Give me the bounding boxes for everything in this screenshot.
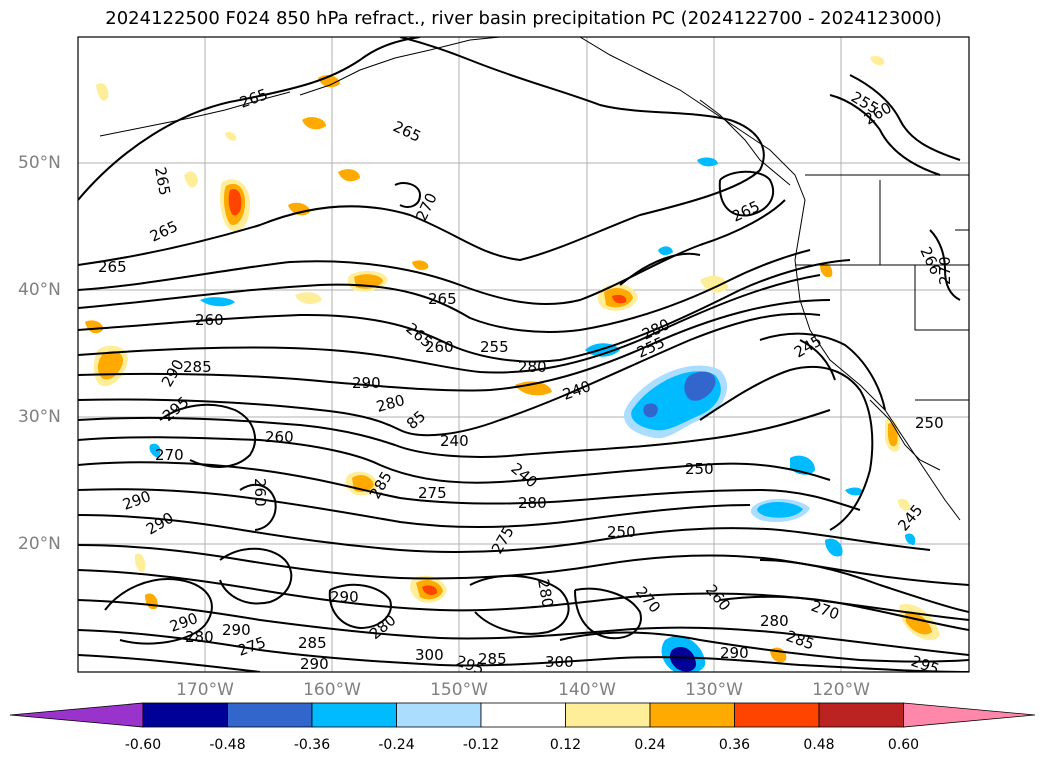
colorbar-swatch <box>818 702 904 728</box>
contour-label: 290 <box>352 374 381 392</box>
lat-label-40n: 40°N <box>18 280 61 300</box>
lon-label-140w: 140°W <box>558 680 616 700</box>
colorbar-tick-label: 0.24 <box>634 737 666 753</box>
contour-label: 265 <box>237 85 270 112</box>
colorbar-tick-label: 0.48 <box>803 737 835 753</box>
lon-label-150w: 150°W <box>430 680 488 700</box>
lat-label-20n: 20°N <box>18 534 61 554</box>
contour-label: 265 <box>729 197 763 225</box>
colorbar-tick-label: 0.36 <box>718 737 751 753</box>
lat-label-50n: 50°N <box>18 153 61 173</box>
refractivity-contours <box>78 37 969 672</box>
lon-label-160w: 160°W <box>303 680 361 700</box>
colorbar-swatch <box>649 702 735 728</box>
contour-label: 85 <box>403 407 429 433</box>
lon-label-120w: 120°W <box>812 680 870 700</box>
contour-label: 270 <box>155 446 184 464</box>
contour-label: 260 <box>251 478 269 507</box>
contour-label: 300 <box>415 646 444 664</box>
lon-label-130w: 130°W <box>685 680 743 700</box>
contour-label: 280 <box>366 611 400 643</box>
colorbar-swatch <box>734 702 820 728</box>
contour-label: 290 <box>120 487 153 514</box>
contour-label: 240 <box>507 459 541 491</box>
contour-label: 280 <box>534 578 557 609</box>
colorbar-tick-label: -0.36 <box>293 737 331 753</box>
contour-label: 260 <box>195 311 224 329</box>
contour-label: 265 <box>147 217 181 245</box>
colorbar-swatch <box>9 702 144 728</box>
colorbar-tick-label: -0.60 <box>124 737 162 753</box>
contour-label: 245 <box>894 501 926 535</box>
precip-shading <box>85 55 940 672</box>
contour-label: 265 <box>151 166 174 197</box>
coastlines <box>99 37 969 521</box>
colorbar <box>9 702 1036 728</box>
contour-label: 265 <box>98 258 127 276</box>
lat-label-30n: 30°N <box>18 407 61 427</box>
contour-label: 285 <box>298 634 327 652</box>
contour-label: 270 <box>936 256 954 285</box>
colorbar-swatch <box>396 702 482 728</box>
colorbar-swatch <box>565 702 651 728</box>
contour-label: 265 <box>428 290 457 308</box>
map-title: 2024122500 F024 850 hPa refract., river … <box>105 8 942 29</box>
contour-label: 240 <box>440 432 469 450</box>
colorbar-tick-label: -0.48 <box>209 737 246 753</box>
contour-label: 280 <box>374 391 406 416</box>
colorbar-tick-label: -0.24 <box>378 737 415 753</box>
contour-label: 285 <box>478 650 507 668</box>
contour-label: 250 <box>685 460 714 478</box>
colorbar-tick-label: -0.12 <box>462 737 500 753</box>
contour-label: 270 <box>809 597 842 624</box>
contour-label: 260 <box>425 338 454 356</box>
contour-label: 275 <box>418 484 447 502</box>
contour-label: 280 <box>760 612 789 630</box>
contour-label: 280 <box>185 628 214 646</box>
colorbar-tick-label: 0.60 <box>887 737 920 753</box>
lon-label-170w: 170°W <box>176 680 234 700</box>
contour-label: 300 <box>545 653 574 671</box>
contour-label: 290 <box>720 644 749 662</box>
contour-label: 290 <box>330 588 359 606</box>
contour-label: 290 <box>143 509 177 539</box>
colorbar-swatch <box>480 702 566 728</box>
colorbar-swatch <box>227 702 313 728</box>
colorbar-swatch <box>142 702 228 728</box>
contour-label: 250 <box>915 414 944 432</box>
colorbar-tick-label: 0.12 <box>549 737 582 753</box>
contour-label: 290 <box>300 655 329 673</box>
contour-label: 240 <box>560 377 593 404</box>
contour-label: 260 <box>265 428 294 446</box>
colorbar-swatch <box>311 702 397 728</box>
contour-label: 295 <box>159 393 193 425</box>
map-frame <box>77 36 970 673</box>
contour-label: 280 <box>518 494 547 512</box>
contour-label: 270 <box>632 583 664 617</box>
contour-label: 285 <box>183 358 212 376</box>
contour-label: 250 <box>607 523 636 541</box>
contour-label: 290 <box>222 621 251 639</box>
contour-label: 260 <box>702 581 734 615</box>
contour-label: 265 <box>390 117 424 145</box>
colorbar-swatch <box>903 702 1036 728</box>
gridlines <box>78 37 969 672</box>
contour-label: 280 <box>518 358 547 376</box>
contour-label: 255 <box>480 338 509 356</box>
contour-label: 285 <box>784 627 817 654</box>
contour-label: 270 <box>412 190 440 224</box>
contour-label: 295 <box>909 652 942 679</box>
